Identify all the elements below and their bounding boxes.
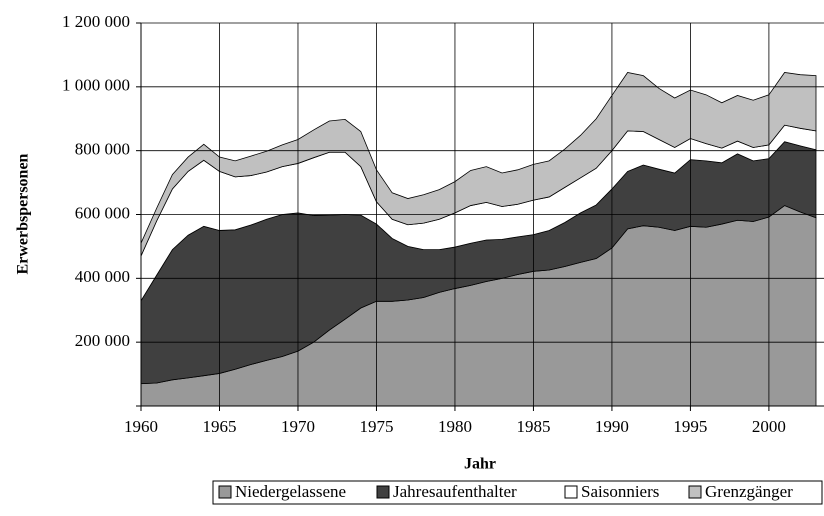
x-tick-label: 2000 [752, 417, 786, 436]
legend-label: Jahresaufenthalter [393, 482, 517, 501]
x-tick-label: 1970 [281, 417, 315, 436]
area [140, 72, 817, 257]
y-tick-label: 1 000 000 [62, 76, 130, 95]
legend-box [212, 480, 823, 505]
y-tick-label: 1 200 000 [62, 12, 130, 31]
x-tick-label: 1985 [516, 417, 550, 436]
legend-label: Grenzgänger [705, 482, 793, 501]
legend-label: Niedergelassene [235, 482, 346, 501]
y-tick-label: 200 000 [75, 331, 130, 350]
legend-swatch [376, 485, 390, 499]
x-tick-label: 1965 [202, 417, 236, 436]
y-axis-label: Erwerbspersonen [15, 153, 32, 274]
y-tick-label: 600 000 [75, 203, 130, 222]
x-tick-label: 1995 [673, 417, 707, 436]
legend-swatch [688, 485, 702, 499]
x-tick-label: 1975 [359, 417, 393, 436]
y-tick-label: 400 000 [75, 267, 130, 286]
legend-swatch [218, 485, 232, 499]
x-tick-label: 1990 [595, 417, 629, 436]
x-tick-label: 1980 [438, 417, 472, 436]
x-tick-label: 1960 [124, 417, 158, 436]
y-tick-label: 800 000 [75, 140, 130, 159]
x-axis-label: Jahr [464, 456, 496, 473]
legend-label: Saisonniers [581, 482, 659, 501]
legend-swatch [564, 485, 578, 499]
